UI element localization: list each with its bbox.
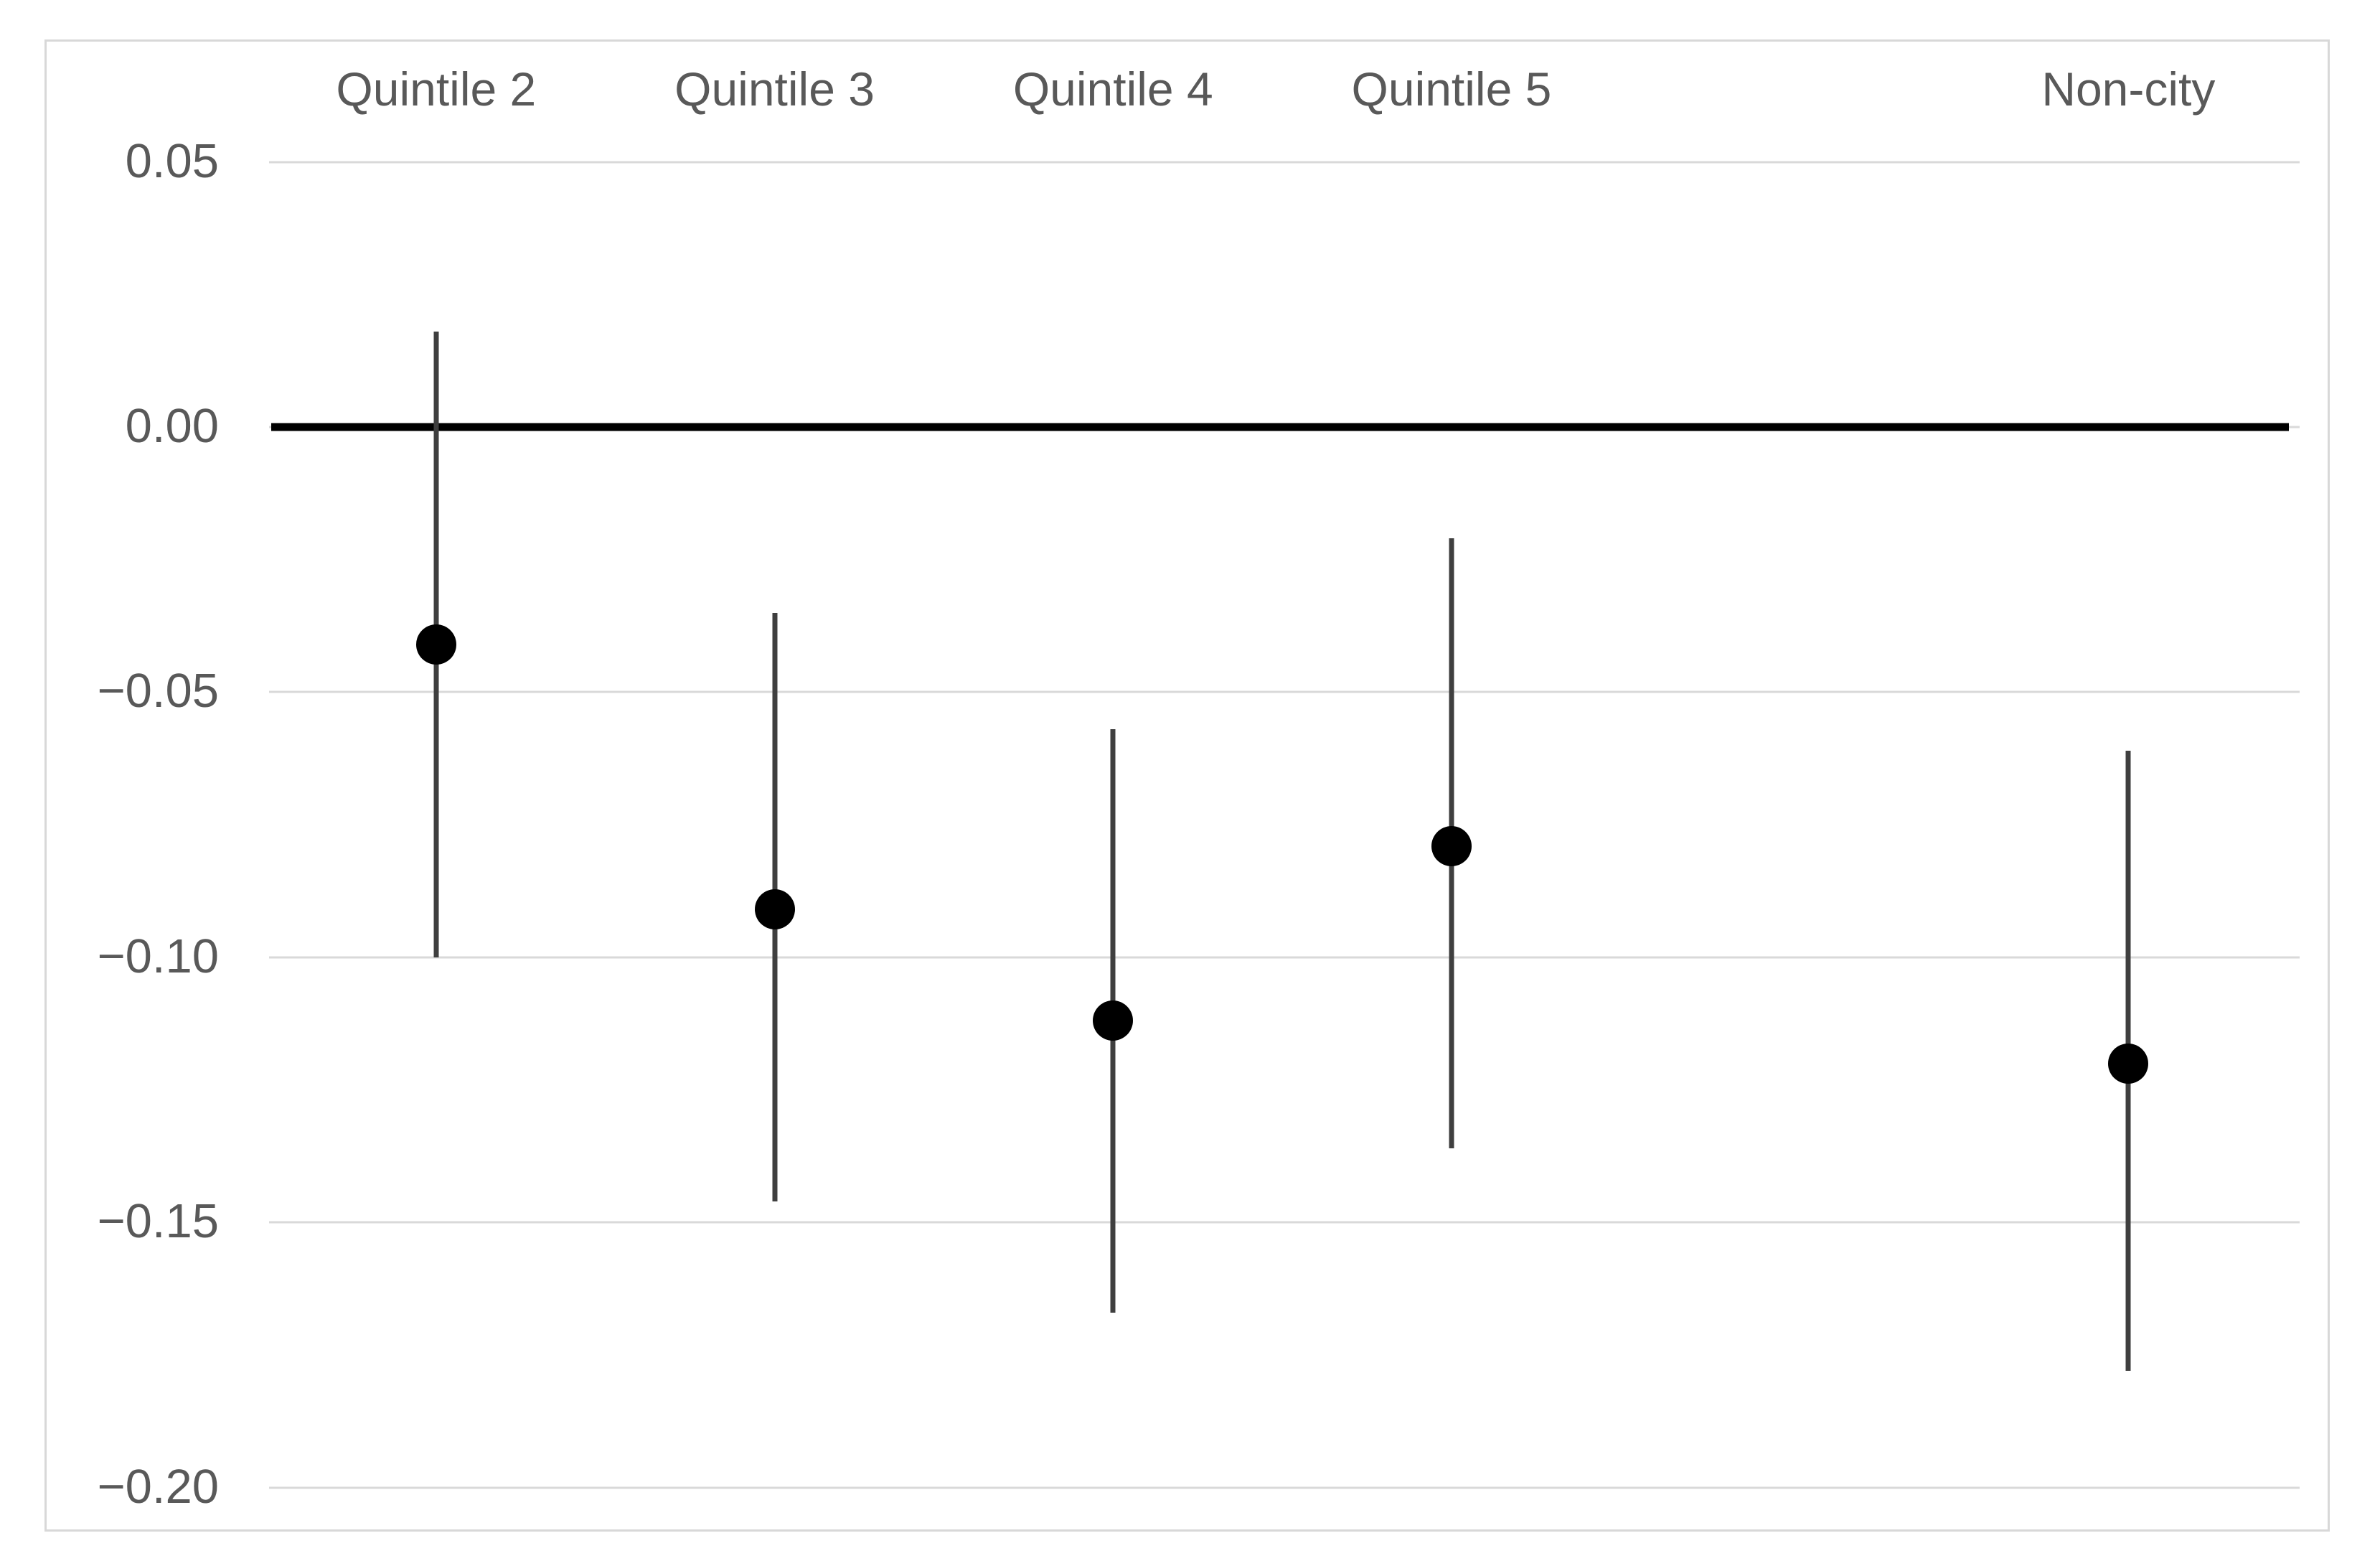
y-gridline <box>269 690 2300 693</box>
data-point-marker <box>754 889 795 930</box>
data-point-marker <box>1093 1000 1134 1041</box>
y-tick-label: −0.20 <box>97 1459 219 1514</box>
category-label: Quintile 3 <box>674 62 875 116</box>
y-tick-label: −0.05 <box>97 664 219 718</box>
data-point-marker <box>1431 825 1472 866</box>
y-tick-label: −0.10 <box>97 929 219 983</box>
y-tick-label: −0.15 <box>97 1194 219 1249</box>
data-point-marker <box>2108 1043 2149 1084</box>
category-label: Quintile 2 <box>336 62 537 116</box>
zero-reference-line <box>271 423 2289 431</box>
plot-area-border <box>44 39 2330 1532</box>
y-gridline <box>269 956 2300 959</box>
y-gridline <box>269 1221 2300 1224</box>
y-gridline <box>269 161 2300 164</box>
category-label: Quintile 5 <box>1351 62 1552 116</box>
y-tick-label: 0.00 <box>125 399 219 454</box>
category-label: Quintile 4 <box>1012 62 1213 116</box>
data-point-marker <box>415 624 456 665</box>
y-tick-label: 0.05 <box>125 133 219 188</box>
y-gridline <box>269 1486 2300 1489</box>
category-label: Non-city <box>2041 62 2216 116</box>
